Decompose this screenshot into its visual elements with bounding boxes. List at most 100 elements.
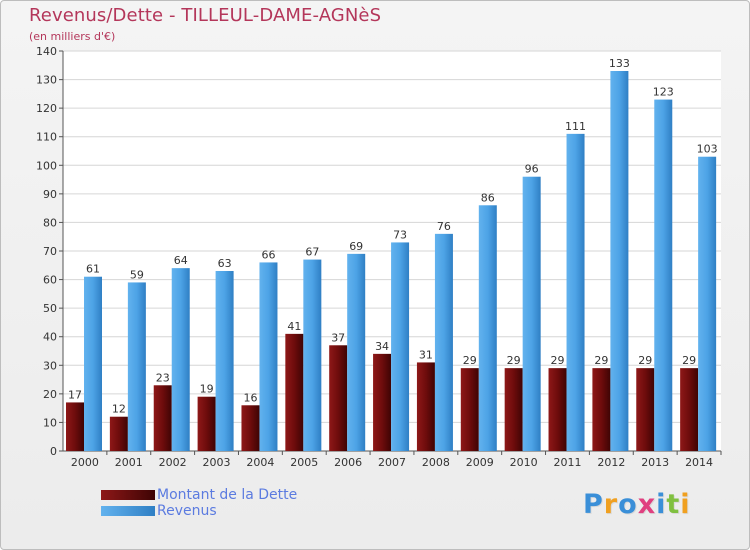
x-tick-label: 2008 — [422, 456, 450, 469]
data-label-dette: 29 — [638, 354, 652, 367]
legend-item-revenus: Revenus — [101, 503, 297, 519]
y-tick-label: 30 — [43, 359, 57, 372]
data-label-dette: 37 — [331, 331, 345, 344]
y-tick-label: 130 — [36, 74, 57, 87]
bar-dette — [329, 345, 348, 451]
y-tick-label: 0 — [50, 445, 57, 458]
proxiti-logo: Proxiti — [583, 489, 691, 520]
data-label-dette: 16 — [243, 391, 257, 404]
y-tick-label: 140 — [36, 45, 57, 58]
data-label-revenus: 66 — [261, 248, 275, 261]
bar-dette — [592, 368, 611, 451]
bar-dette — [636, 368, 655, 451]
data-label-revenus: 76 — [437, 220, 451, 233]
bar-revenus — [654, 99, 673, 452]
data-label-revenus: 133 — [609, 57, 630, 70]
x-tick-label: 2000 — [71, 456, 99, 469]
bar-revenus — [127, 282, 146, 451]
logo-letter: t — [666, 489, 681, 520]
y-tick-label: 120 — [36, 102, 57, 115]
data-label-dette: 29 — [594, 354, 608, 367]
bar-dette — [197, 396, 216, 451]
data-label-dette: 29 — [463, 354, 477, 367]
bar-dette — [373, 353, 392, 451]
x-tick-label: 2012 — [597, 456, 625, 469]
y-tick-label: 80 — [43, 216, 57, 229]
bar-dette — [548, 368, 567, 451]
data-label-dette: 31 — [419, 348, 433, 361]
data-label-revenus: 96 — [525, 163, 539, 176]
data-label-revenus: 59 — [130, 268, 144, 281]
x-tick-label: 2014 — [685, 456, 713, 469]
x-tick-label: 2003 — [203, 456, 231, 469]
data-label-dette: 29 — [682, 354, 696, 367]
logo-letter: i — [680, 489, 691, 520]
bar-revenus — [259, 262, 278, 451]
data-label-dette: 17 — [68, 388, 82, 401]
bar-dette — [285, 333, 304, 451]
x-tick-label: 2011 — [553, 456, 581, 469]
data-label-revenus: 103 — [697, 143, 718, 156]
bar-dette — [66, 402, 84, 451]
y-tick-label: 60 — [43, 274, 57, 287]
bar-dette — [504, 368, 523, 451]
bar-revenus — [434, 233, 453, 451]
bar-revenus — [566, 133, 585, 451]
x-tick-label: 2006 — [334, 456, 362, 469]
y-tick-label: 100 — [36, 159, 57, 172]
bar-dette — [153, 385, 172, 451]
logo-letter: x — [637, 489, 657, 520]
data-label-dette: 29 — [551, 354, 565, 367]
bar-revenus — [171, 268, 190, 451]
x-tick-label: 2004 — [246, 456, 274, 469]
legend: Montant de la Dette Revenus — [101, 487, 297, 519]
y-tick-label: 40 — [43, 331, 57, 344]
data-label-revenus: 61 — [86, 263, 100, 276]
y-tick-label: 20 — [43, 388, 57, 401]
data-label-dette: 29 — [507, 354, 521, 367]
bar-revenus — [303, 259, 322, 451]
y-tick-label: 10 — [43, 416, 57, 429]
logo-letter: r — [603, 489, 619, 520]
logo-letter: o — [618, 489, 638, 520]
data-label-dette: 41 — [287, 320, 301, 333]
bar-revenus — [84, 276, 102, 451]
x-tick-label: 2007 — [378, 456, 406, 469]
logo-letter: i — [656, 489, 667, 520]
legend-item-dette: Montant de la Dette — [101, 487, 297, 503]
x-tick-label: 2013 — [641, 456, 669, 469]
bar-revenus — [478, 205, 497, 451]
legend-swatch-dette — [101, 490, 155, 500]
data-label-dette: 23 — [156, 371, 170, 384]
bar-revenus — [215, 271, 234, 451]
chart-title: Revenus/Dette - TILLEUL-DAME-AGNèS — [29, 5, 382, 26]
bar-dette — [109, 416, 128, 451]
x-tick-label: 2002 — [159, 456, 187, 469]
bar-dette — [241, 405, 260, 451]
bar-dette — [416, 362, 435, 451]
y-tick-label: 110 — [36, 131, 57, 144]
x-tick-label: 2005 — [290, 456, 318, 469]
data-label-dette: 12 — [112, 403, 126, 416]
y-tick-label: 90 — [43, 188, 57, 201]
bar-dette — [680, 368, 699, 451]
logo-letter: P — [583, 489, 604, 520]
x-tick-label: 2010 — [510, 456, 538, 469]
x-tick-label: 2009 — [466, 456, 494, 469]
x-tick-label: 2001 — [115, 456, 143, 469]
data-label-revenus: 63 — [218, 257, 232, 270]
data-label-dette: 19 — [200, 383, 214, 396]
data-label-revenus: 73 — [393, 228, 407, 241]
data-label-revenus: 111 — [565, 120, 586, 133]
data-label-revenus: 86 — [481, 191, 495, 204]
bar-revenus — [610, 71, 629, 451]
bar-revenus — [522, 176, 541, 451]
y-tick-label: 70 — [43, 245, 57, 258]
data-label-revenus: 67 — [305, 246, 319, 259]
data-label-revenus: 64 — [174, 254, 188, 267]
bar-revenus — [698, 156, 717, 451]
data-label-revenus: 69 — [349, 240, 363, 253]
legend-label-dette: Montant de la Dette — [157, 487, 298, 503]
